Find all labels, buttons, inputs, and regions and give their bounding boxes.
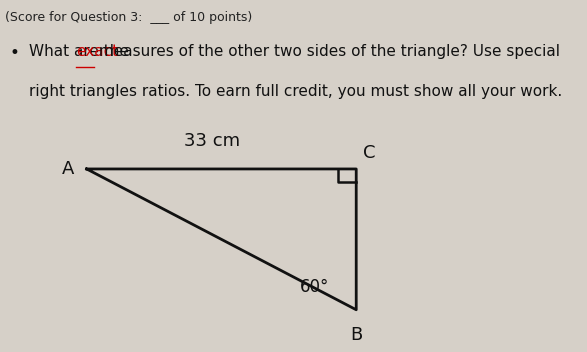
- Text: (Score for Question 3:  ___ of 10 points): (Score for Question 3: ___ of 10 points): [5, 11, 252, 24]
- Text: A: A: [62, 160, 75, 178]
- Text: 60°: 60°: [301, 278, 330, 296]
- Text: right triangles ratios. To earn full credit, you must show all your work.: right triangles ratios. To earn full cre…: [29, 84, 562, 100]
- Text: exact: exact: [76, 44, 118, 59]
- Text: •: •: [9, 44, 19, 62]
- Text: measures of the other two sides of the triangle? Use special: measures of the other two sides of the t…: [94, 44, 560, 59]
- Text: B: B: [350, 326, 362, 344]
- Text: 33 cm: 33 cm: [184, 132, 240, 150]
- Text: What are the: What are the: [29, 44, 134, 59]
- Text: C: C: [363, 144, 376, 162]
